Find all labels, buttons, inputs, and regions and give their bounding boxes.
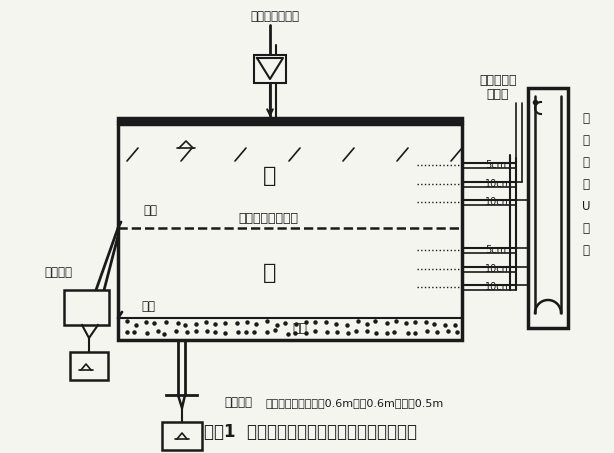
- Text: 金網: 金網: [143, 203, 157, 217]
- Bar: [70, 352, 108, 380]
- Text: 10cm: 10cm: [485, 197, 512, 207]
- Text: 5cm: 5cm: [485, 245, 506, 255]
- Text: 金網: 金網: [141, 300, 155, 313]
- Text: 5cm: 5cm: [485, 160, 506, 170]
- Text: メータ: メータ: [487, 87, 509, 101]
- Text: 土: 土: [263, 263, 277, 283]
- Text: 砂利: 砂利: [292, 323, 308, 336]
- Text: 10cm: 10cm: [485, 179, 512, 189]
- Text: 水道から流入水: 水道から流入水: [251, 10, 300, 24]
- Text: 入: 入: [583, 155, 589, 169]
- Bar: [254, 55, 286, 83]
- Text: 銀: 銀: [583, 134, 589, 146]
- Text: 管: 管: [583, 244, 589, 256]
- Text: テンション: テンション: [480, 73, 517, 87]
- Text: 材料排水: 材料排水: [44, 265, 72, 279]
- Text: 字: 字: [583, 222, 589, 235]
- Bar: [162, 422, 202, 450]
- Text: ジオテキスタイル: ジオテキスタイル: [238, 212, 298, 225]
- Text: 10cm: 10cm: [485, 282, 512, 292]
- Bar: [118, 118, 462, 340]
- Text: 下部排水: 下部排水: [224, 395, 252, 409]
- Text: 10cm: 10cm: [485, 264, 512, 274]
- Text: 図－1  土中のジオテキスタイル排水試験装置: 図－1 土中のジオテキスタイル排水試験装置: [203, 423, 416, 441]
- Text: U: U: [581, 199, 590, 212]
- Text: 水: 水: [583, 111, 589, 125]
- Text: 注）装置の寸法は縦0.6m，横0.6m，高さ0.5m: 注）装置の寸法は縦0.6m，横0.6m，高さ0.5m: [265, 398, 443, 408]
- Bar: [528, 88, 568, 328]
- Text: 土: 土: [263, 166, 277, 186]
- Bar: [64, 290, 109, 325]
- Text: り: り: [583, 178, 589, 191]
